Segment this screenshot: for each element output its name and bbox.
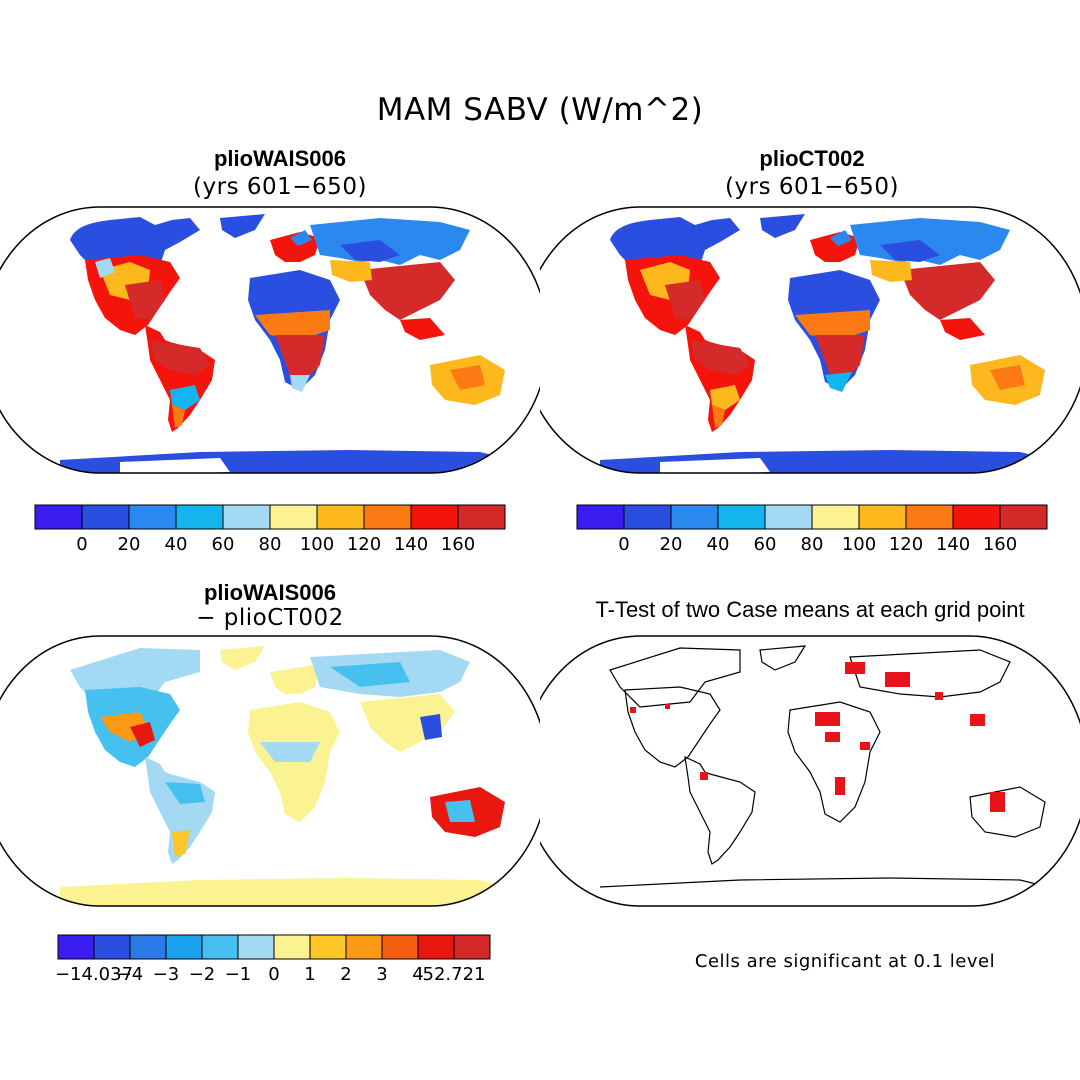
colorbar-swatch xyxy=(717,504,766,530)
map-top-right xyxy=(540,206,1080,474)
colorbar-swatch xyxy=(81,504,130,530)
map-outline-top-left xyxy=(0,206,540,474)
colorbar-swatch xyxy=(269,504,318,530)
colorbar-swatch xyxy=(165,934,203,960)
figure-title: MAM SABV (W/m^2) xyxy=(376,92,704,128)
panel-title-bottom-right: T-Test of two Case means at each grid po… xyxy=(595,597,1025,622)
significance-note: Cells are significant at 0.1 level xyxy=(694,951,996,972)
colorbar-swatch xyxy=(175,504,224,530)
colorbar-tick-label: 1 xyxy=(304,964,315,985)
colorbar-tick-label: 3 xyxy=(376,964,387,985)
colorbar-swatch xyxy=(410,504,459,530)
colorbar-swatch xyxy=(576,504,625,530)
colorbar-swatch xyxy=(34,504,83,530)
map-top-left xyxy=(0,206,540,474)
colorbar-tick-label: 60 xyxy=(754,534,777,555)
colorbar-swatch xyxy=(764,504,813,530)
colorbar-tick-label: 160 xyxy=(441,534,475,555)
panel-title-top-right: plioCT002 xyxy=(759,146,865,171)
colorbar-swatch xyxy=(93,934,131,960)
colorbar-swatch xyxy=(858,504,907,530)
colorbar-swatch xyxy=(453,934,491,960)
colorbar-tick-label: 80 xyxy=(259,534,282,555)
panel-subtitle-bottom-left: − plioCT002 xyxy=(196,605,344,631)
colorbar-swatch xyxy=(237,934,275,960)
colorbar-swatch xyxy=(309,934,347,960)
panel-title-top-left: plioWAIS006 xyxy=(213,146,347,171)
colorbar-swatch xyxy=(316,504,365,530)
colorbar-tick-label: 160 xyxy=(983,534,1017,555)
colorbar-swatch xyxy=(201,934,239,960)
colorbar-swatch xyxy=(128,504,177,530)
map-outline-bottom-right xyxy=(540,635,1080,907)
colorbar-tick-label: 0 xyxy=(618,534,629,555)
colorbar-swatch xyxy=(670,504,719,530)
colorbar-swatch xyxy=(952,504,1001,530)
colorbar-tick-label: −3 xyxy=(153,964,180,985)
colorbar-swatch xyxy=(273,934,311,960)
colorbar-tick-label: 40 xyxy=(165,534,188,555)
map-bottom-left xyxy=(0,635,540,907)
colorbar-swatch xyxy=(999,504,1048,530)
panel-subtitle-top-right: (yrs 601−650) xyxy=(725,174,899,200)
colorbar-swatch xyxy=(129,934,167,960)
colorbar-swatch xyxy=(811,504,860,530)
significance-cells xyxy=(630,662,1005,812)
colorbar-swatch xyxy=(457,504,506,530)
colorbar-swatch xyxy=(905,504,954,530)
colorbar-swatch xyxy=(623,504,672,530)
colorbar-tick-label: 140 xyxy=(394,534,428,555)
colorbar-tick-label: 140 xyxy=(936,534,970,555)
colorbar-swatch xyxy=(381,934,419,960)
colorbar-tick-label: 52.721 xyxy=(423,964,486,985)
map-fill-top-right xyxy=(600,214,1060,473)
colorbar-tick-label: 2 xyxy=(340,964,351,985)
colorbar-tick-label: 40 xyxy=(707,534,730,555)
colorbar-top-right: 0 20 40 60 80 100 120 140 160 xyxy=(576,504,1048,555)
map-fill-bottom-left xyxy=(60,646,520,906)
colorbar-swatch xyxy=(222,504,271,530)
colorbar-tick-label: −4 xyxy=(117,964,144,985)
colorbar-tick-label: 20 xyxy=(118,534,141,555)
colorbar-tick-label: 0 xyxy=(76,534,87,555)
panel-subtitle-top-left: (yrs 601−650) xyxy=(193,174,367,200)
colorbar-swatch xyxy=(417,934,455,960)
map-outline-top-right xyxy=(540,206,1080,474)
colorbar-tick-label: 100 xyxy=(842,534,876,555)
panel-title-bottom-left: plioWAIS006 xyxy=(203,580,337,605)
colorbar-tick-label: 120 xyxy=(889,534,923,555)
colorbar-tick-label: 0 xyxy=(268,964,279,985)
map-fill-bottom-right xyxy=(599,645,1061,891)
map-fill-top-left xyxy=(60,214,520,473)
colorbar-top-left: 0 20 40 60 80 100 120 140 160 xyxy=(34,504,506,555)
colorbar-tick-label: 80 xyxy=(801,534,824,555)
colorbar-swatch xyxy=(345,934,383,960)
colorbar-tick-label: 4 xyxy=(412,964,423,985)
colorbar-tick-label: −14.037 xyxy=(55,964,133,985)
colorbar-tick-label: 20 xyxy=(660,534,683,555)
colorbar-tick-label: −1 xyxy=(225,964,252,985)
map-bottom-right xyxy=(540,635,1080,907)
colorbar-tick-label: 100 xyxy=(300,534,334,555)
colorbar-swatch xyxy=(57,934,95,960)
colorbar-tick-label: 120 xyxy=(347,534,381,555)
colorbar-tick-label: −2 xyxy=(189,964,216,985)
map-outline-bottom-left xyxy=(0,635,540,907)
colorbar-tick-label: 60 xyxy=(212,534,235,555)
colorbar-bottom-left: −14.037−4 −3 −2 −1 0 1 2 3 452.721 xyxy=(55,934,491,985)
colorbar-swatch xyxy=(363,504,412,530)
